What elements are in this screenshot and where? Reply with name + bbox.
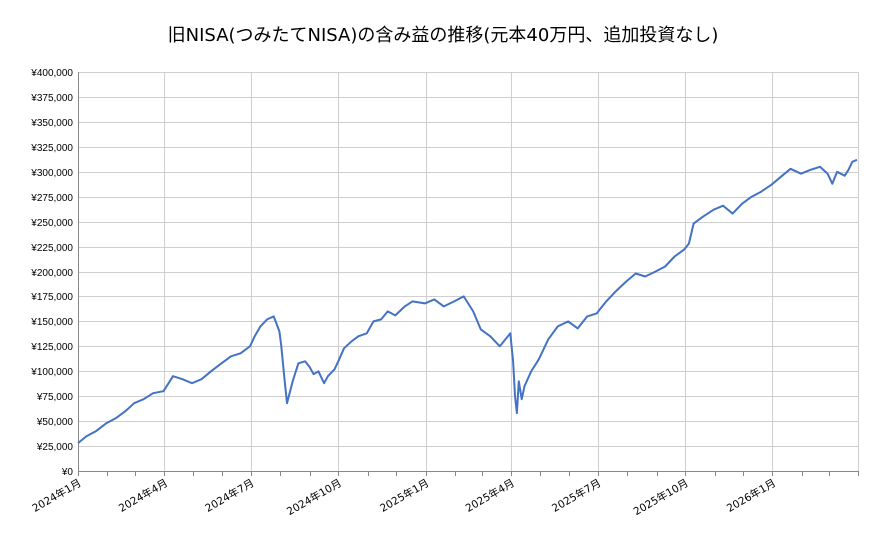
- x-tick-label: 2025年1月: [378, 476, 432, 514]
- y-tick-label: ¥250,000: [30, 218, 73, 229]
- x-tick-label: 2024年7月: [203, 476, 257, 514]
- x-tick-label: 2025年10月: [631, 476, 690, 518]
- y-tick-label: ¥200,000: [30, 268, 73, 279]
- axes: [78, 72, 859, 476]
- x-tick-label: 2024年4月: [116, 476, 170, 514]
- x-tick-label: 2025年7月: [550, 476, 604, 514]
- y-tick-label: ¥150,000: [30, 317, 73, 328]
- y-tick-label: ¥400,000: [30, 68, 73, 79]
- y-tick-label: ¥175,000: [30, 292, 73, 303]
- chart-title: 旧NISA(つみたてNISA)の含み益の推移(元本40万円、追加投資なし): [168, 25, 719, 46]
- y-tick-label: ¥125,000: [30, 342, 73, 353]
- y-tick-label: ¥225,000: [30, 243, 73, 254]
- x-tick-label: 2025年4月: [463, 476, 517, 514]
- x-tick-label: 2024年10月: [284, 476, 343, 518]
- y-tick-label: ¥275,000: [30, 193, 73, 204]
- x-tick-label: 2024年1月: [30, 476, 84, 514]
- series-line: [77, 158, 858, 444]
- y-tick-label: ¥50,000: [36, 417, 74, 428]
- y-tick-label: ¥25,000: [36, 442, 74, 453]
- x-tick-labels: 2024年1月 2024年4月 2024年7月 2024年10月 2025年1月 2025…: [30, 476, 778, 518]
- y-tick-label: ¥350,000: [30, 118, 73, 129]
- gridlines: [78, 72, 859, 471]
- y-tick-label: ¥300,000: [30, 168, 73, 179]
- x-tick-label: 2026年1月: [724, 476, 778, 514]
- y-tick-label: ¥100,000: [30, 367, 73, 378]
- y-tick-labels: ¥0 ¥25,000 ¥50,000 ¥75,000 ¥100,000 ¥125,000 ¥…: [30, 68, 73, 478]
- y-tick-label: ¥325,000: [30, 143, 73, 154]
- series: [77, 158, 858, 444]
- y-tick-label: ¥375,000: [30, 93, 73, 104]
- y-tick-label: ¥0: [61, 467, 74, 478]
- y-tick-label: ¥75,000: [36, 392, 74, 403]
